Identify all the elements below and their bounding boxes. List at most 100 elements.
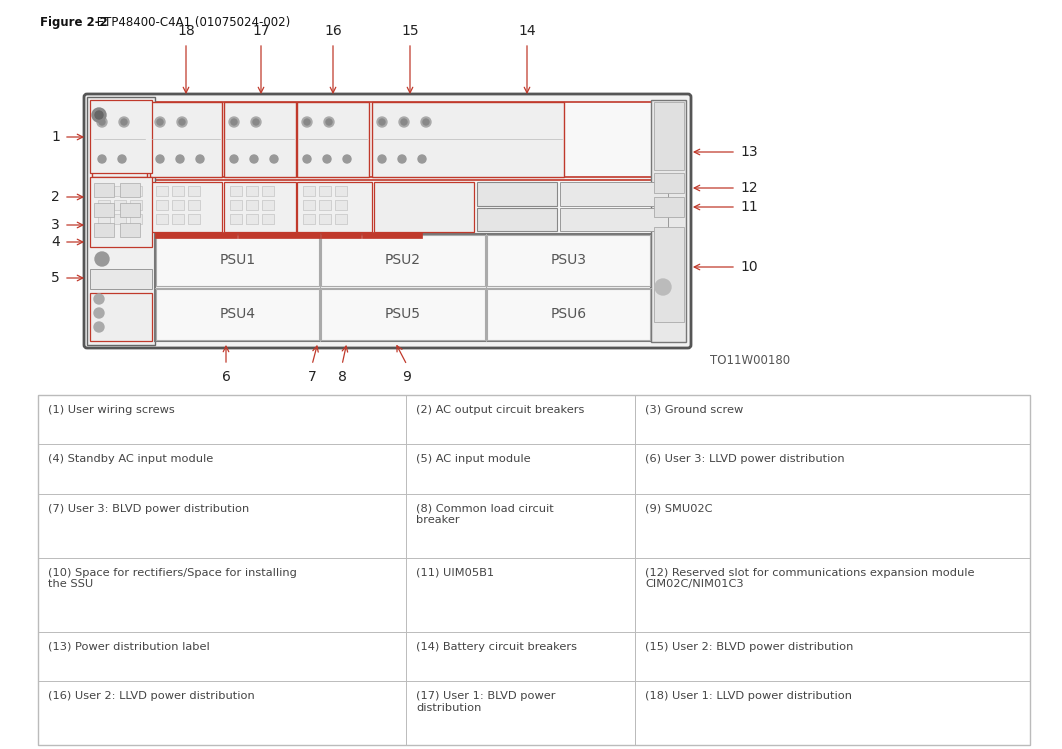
Text: 15: 15 [401, 24, 418, 38]
Circle shape [377, 117, 387, 127]
Circle shape [156, 155, 164, 163]
Bar [90, 269, 152, 289]
Bar [262, 186, 274, 196]
Text: (14) Battery circuit breakers: (14) Battery circuit breakers [416, 642, 577, 652]
Circle shape [99, 119, 105, 125]
Bar [172, 200, 184, 210]
Bar [92, 102, 147, 177]
Text: 5: 5 [51, 271, 59, 285]
Bar [303, 214, 315, 224]
Text: (17) User 1: BLVD power
distribution: (17) User 1: BLVD power distribution [416, 691, 555, 712]
Bar [95, 223, 114, 237]
Text: (12) Reserved slot for communications expansion module
CIM02C/NIM01C3: (12) Reserved slot for communications ex… [646, 568, 975, 589]
Bar [319, 214, 331, 224]
Text: (2) AC output circuit breakers: (2) AC output circuit breakers [416, 405, 584, 415]
Bar [188, 214, 200, 224]
Text: PSU3: PSU3 [550, 253, 586, 267]
Bar [92, 102, 668, 177]
Bar [130, 186, 142, 196]
Bar [654, 173, 684, 193]
Text: (11) UIM05B1: (11) UIM05B1 [416, 568, 494, 577]
Circle shape [95, 294, 104, 304]
Bar [297, 102, 369, 177]
Circle shape [230, 155, 238, 163]
Bar [156, 289, 320, 340]
Bar [374, 182, 474, 232]
Bar [188, 186, 200, 196]
Bar [98, 200, 110, 210]
Circle shape [251, 117, 261, 127]
Bar [114, 214, 126, 224]
Circle shape [399, 117, 409, 127]
Bar [114, 200, 126, 210]
Text: 13: 13 [740, 145, 757, 159]
Text: (6) User 3: LLVD power distribution: (6) User 3: LLVD power distribution [646, 455, 845, 464]
Circle shape [176, 155, 184, 163]
Bar [90, 100, 152, 173]
Bar [335, 200, 347, 210]
Circle shape [324, 117, 335, 127]
Bar [486, 289, 650, 340]
FancyBboxPatch shape [84, 94, 691, 348]
Bar [155, 232, 237, 238]
Circle shape [196, 155, 204, 163]
Bar [321, 232, 361, 238]
Circle shape [326, 119, 332, 125]
Bar [372, 102, 564, 177]
Text: (9) SMU02C: (9) SMU02C [646, 503, 713, 514]
Bar [230, 200, 242, 210]
Bar [303, 186, 315, 196]
Bar [230, 214, 242, 224]
Text: 12: 12 [740, 181, 757, 195]
Text: PSU6: PSU6 [550, 308, 586, 321]
Bar [654, 227, 684, 322]
Circle shape [95, 111, 103, 119]
Circle shape [119, 117, 129, 127]
Bar [262, 214, 274, 224]
Bar [120, 223, 140, 237]
Circle shape [121, 119, 127, 125]
Circle shape [423, 119, 429, 125]
Circle shape [232, 119, 237, 125]
Circle shape [302, 117, 312, 127]
Bar [156, 186, 168, 196]
Text: (4) Standby AC input module: (4) Standby AC input module [48, 455, 213, 464]
Bar [130, 214, 142, 224]
Circle shape [177, 117, 187, 127]
Bar [120, 183, 140, 197]
Circle shape [421, 117, 431, 127]
Text: 18: 18 [177, 24, 194, 38]
Bar [335, 186, 347, 196]
Bar [319, 200, 331, 210]
Bar [486, 235, 650, 286]
Circle shape [97, 117, 107, 127]
Bar [230, 186, 242, 196]
Text: 7: 7 [308, 370, 316, 384]
Bar [156, 235, 320, 286]
Text: PSU5: PSU5 [386, 308, 421, 321]
Text: 3: 3 [51, 218, 59, 232]
Bar [156, 214, 168, 224]
Bar [335, 214, 347, 224]
Text: (18) User 1: LLVD power distribution: (18) User 1: LLVD power distribution [646, 691, 853, 701]
Text: ETP48400-C4A1 (01075024-002): ETP48400-C4A1 (01075024-002) [93, 16, 290, 29]
Text: (7) User 3: BLVD power distribution: (7) User 3: BLVD power distribution [48, 503, 250, 514]
Bar [297, 182, 372, 232]
Bar [654, 197, 684, 217]
Bar [560, 182, 668, 206]
Bar [322, 289, 484, 340]
Bar [150, 102, 222, 177]
Bar [560, 208, 668, 231]
Text: 4: 4 [51, 235, 59, 249]
Text: (15) User 2: BLVD power distribution: (15) User 2: BLVD power distribution [646, 642, 854, 652]
Text: 14: 14 [518, 24, 536, 38]
Circle shape [343, 155, 352, 163]
Bar [120, 203, 140, 217]
Bar [98, 214, 110, 224]
Bar [155, 234, 651, 341]
Bar [172, 186, 184, 196]
Text: (3) Ground screw: (3) Ground screw [646, 405, 743, 415]
Bar [224, 182, 296, 232]
Bar [246, 200, 258, 210]
Circle shape [401, 119, 407, 125]
